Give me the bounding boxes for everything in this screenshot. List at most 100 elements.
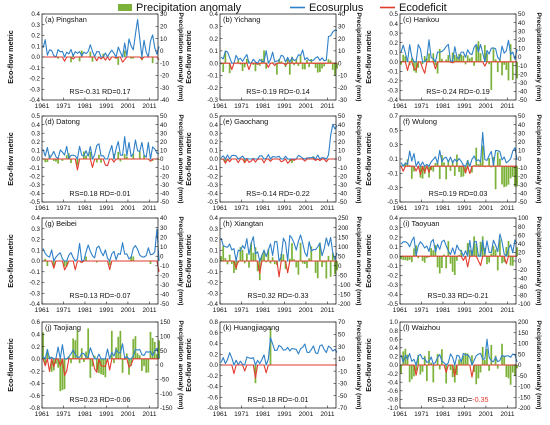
left-tick-label: 0.3 <box>209 23 218 30</box>
left-tick-label: 0.4 <box>31 215 40 222</box>
precip-bar <box>494 355 497 365</box>
precip-bar <box>245 58 248 64</box>
rs-rd-label: RS=-0.19 RD=-0.14 <box>246 87 310 96</box>
right-tick-label: -10 <box>518 63 528 70</box>
precip-bar <box>400 365 402 374</box>
rs-rd-text: RS=-0.14 RD=-0.22 <box>246 189 310 198</box>
left-tick-label: -0.2 <box>29 280 40 287</box>
panel-title: (l) Waizhou <box>403 323 440 332</box>
precip-bar <box>490 166 493 168</box>
left-tick-label: -0.1 <box>387 263 398 270</box>
panel-8: -0.5-0.4-0.3-0.2-0.10.00.10.20.30.4-100-… <box>364 215 542 314</box>
left-tick-label: 0.2 <box>209 36 218 43</box>
rs-rd-text: RS=0.13 RD=-0.07 <box>69 291 130 300</box>
precip-bar <box>458 359 460 365</box>
x-tick-label: 1981 <box>256 103 271 110</box>
precip-bar <box>252 252 255 261</box>
x-tick-label: 1981 <box>256 411 271 418</box>
ecosurplus-line <box>400 233 518 257</box>
precip-bar <box>421 166 424 179</box>
precip-bar <box>428 53 430 62</box>
rs-rd-label: RS=0.33 RD=-0.21 <box>427 291 488 300</box>
right-tick-label: -50 <box>338 273 348 280</box>
left-tick-label: -0.5 <box>207 199 218 206</box>
precip-bar <box>434 61 437 66</box>
panel-title: (j) Taojiang <box>45 323 81 332</box>
left-tick-label: 0.1 <box>389 244 398 251</box>
ecodeficit-line <box>221 158 338 164</box>
left-axis-title: Eco-flow metric <box>184 338 193 392</box>
precip-bar <box>331 63 334 70</box>
precip-bar <box>458 254 460 257</box>
precip-bar <box>443 254 445 257</box>
precip-bar <box>104 358 107 378</box>
precip-bar <box>475 243 478 257</box>
left-axis-title: Eco-flow metric <box>6 132 15 186</box>
right-tick-label: 20 <box>160 139 167 146</box>
precip-bar <box>490 344 493 365</box>
precip-bar <box>425 365 428 382</box>
precip-bar <box>308 258 311 261</box>
left-tick-label: 0.4 <box>389 345 398 352</box>
right-tick-label: -40 <box>518 89 528 96</box>
right-tick-label: 70 <box>338 319 345 326</box>
precip-bar <box>301 63 304 70</box>
left-tick-label: -0.5 <box>387 301 398 308</box>
panel-0: -0.4 -0.3 -0.2 -0.1 0.0 0.1 0.2 0.3 0.4 -40 -30 -20… <box>6 11 184 110</box>
precip-bar <box>509 365 512 385</box>
precip-bar <box>121 358 124 373</box>
left-tick-label: 0.5 <box>209 113 218 120</box>
right-tick-label: 30 <box>338 23 345 30</box>
right-tick-label: -30 <box>160 282 170 289</box>
precip-bar <box>475 45 478 62</box>
left-tick-label: -0.1 <box>207 73 218 80</box>
x-tick-label: 2001 <box>479 411 494 418</box>
left-tick-label: 0.2 <box>389 40 398 47</box>
precip-bar <box>134 336 137 359</box>
precip-bar <box>52 159 55 161</box>
rs-rd-label: RS=-0.14 RD=-0.22 <box>246 189 310 198</box>
right-tick-label: 40 <box>338 122 345 129</box>
right-tick-label: 40 <box>518 20 525 27</box>
left-tick-label: 0.0 <box>389 253 398 260</box>
left-axis-title: Eco-flow metric <box>184 30 193 84</box>
right-axis-title: Precipitation anomaly (mm) <box>535 114 542 203</box>
right-tick-label: 250 <box>338 215 349 222</box>
right-tick-label: -20 <box>160 173 170 180</box>
right-tick-label: 40 <box>518 241 525 248</box>
precip-bar <box>447 241 450 257</box>
precip-bar <box>151 57 154 64</box>
x-tick-label: 1961 <box>393 411 408 418</box>
precip-bar <box>44 258 47 261</box>
precip-bar <box>108 261 111 266</box>
precip-bar <box>46 350 49 359</box>
left-tick-label: -0.4 <box>29 97 40 104</box>
x-tick-label: 1961 <box>35 307 50 314</box>
precip-bar <box>462 355 465 365</box>
left-tick-label: 0.0 <box>209 258 218 265</box>
x-tick-label: 1991 <box>99 411 114 418</box>
left-tick-label: -0.3 <box>29 290 40 297</box>
precip-bar <box>425 256 428 259</box>
x-tick-label: 1981 <box>78 411 93 418</box>
precip-bar <box>451 160 454 167</box>
precip-bar <box>406 256 409 261</box>
precip-bar <box>241 63 244 71</box>
left-tick-label: -0.8 <box>29 405 40 412</box>
precip-bar <box>496 365 499 369</box>
x-tick-label: 2011 <box>500 205 515 212</box>
precip-bar <box>417 354 420 365</box>
panel-11: -1.0-0.8 -0.6 -0.4-0.2 0.00.2 0.4 0.60.8 1.0 -2… <box>364 319 542 418</box>
precip-bar <box>65 155 68 159</box>
precip-bar <box>295 261 298 268</box>
precip-bar <box>83 358 85 362</box>
left-tick-label: -0.1 <box>29 165 40 172</box>
rs-rd-label: RS=-0.31 RD=0.17 <box>69 87 130 96</box>
right-tick-label: -200 <box>518 405 531 412</box>
precip-bar <box>291 159 293 164</box>
left-tick-label: 0.0 <box>31 54 40 61</box>
x-tick-label: 2001 <box>121 411 136 418</box>
right-tick-label: -30 <box>338 182 348 189</box>
precip-bar <box>224 258 227 261</box>
